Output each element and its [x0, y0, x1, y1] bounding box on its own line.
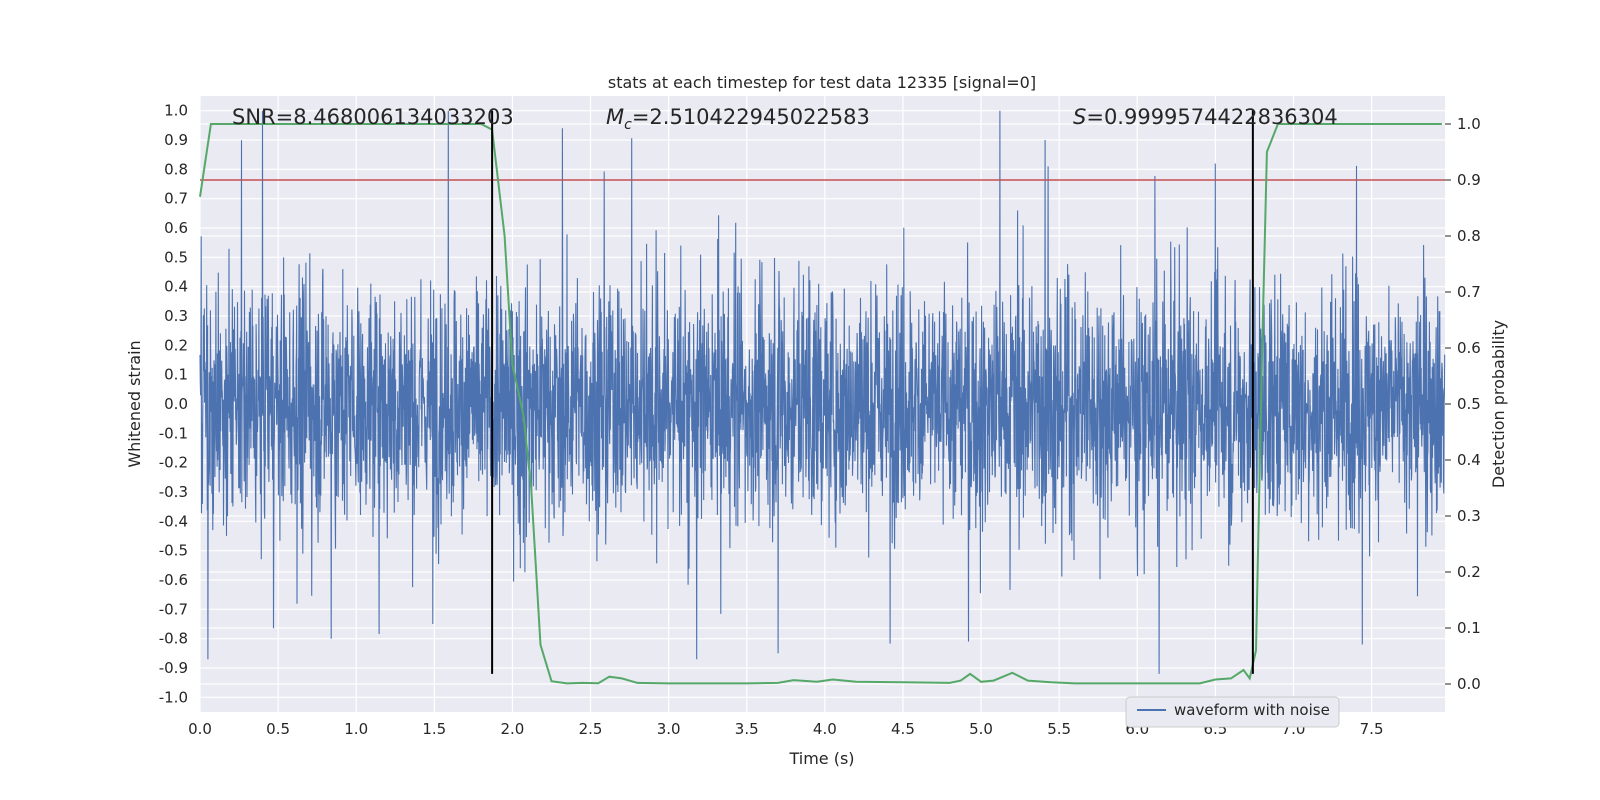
y-tick-label-left: -1.0: [159, 688, 188, 706]
score-value: =0.9999574422836304: [1086, 105, 1337, 129]
legend-box: [1125, 696, 1340, 728]
y-tick-label-left: 0.2: [164, 336, 188, 354]
y-tick-label-left: 0.4: [164, 278, 188, 296]
y-tick-label-left: -0.2: [159, 454, 188, 472]
chirp-mass-symbol: M: [606, 105, 624, 129]
y-tick-label-left: 0.5: [164, 248, 188, 266]
x-tick-label: 3.0: [657, 720, 681, 738]
waveform-with-noise-line: [199, 110, 1446, 674]
chart-title: stats at each timestep for test data 123…: [608, 73, 1036, 92]
x-tick-label: 7.5: [1360, 720, 1384, 738]
x-tick-label: 2.0: [500, 720, 524, 738]
x-tick-label: 0.5: [266, 720, 290, 738]
y-tick-label-right: 0.4: [1457, 451, 1481, 469]
y-tick-label-left: -0.7: [159, 600, 188, 618]
y-tick-label-left: -0.4: [159, 512, 188, 530]
y-tick-label-right: 0.9: [1457, 171, 1481, 189]
x-tick-label: 5.5: [1047, 720, 1071, 738]
y-tick-label-left: -0.6: [159, 571, 188, 589]
x-tick-label: 4.5: [891, 720, 915, 738]
y-tick-label-right: 0.3: [1457, 507, 1481, 525]
y-tick-label-right: 0.0: [1457, 675, 1481, 693]
x-tick-label: 1.0: [344, 720, 368, 738]
x-tick-label: 1.5: [422, 720, 446, 738]
y-tick-label-left: -0.3: [159, 483, 188, 501]
x-axis-label: Time (s): [788, 749, 854, 768]
y-tick-label-left: 0.1: [164, 366, 188, 384]
y-tick-label-left: 1.0: [164, 102, 188, 120]
y-tick-label-right: 0.1: [1457, 619, 1481, 637]
x-tick-label: 0.0: [188, 720, 212, 738]
y-tick-label-left: 0.7: [164, 190, 188, 208]
y-tick-label-left: 0.8: [164, 160, 188, 178]
y-axis-label-left: Whitened strain: [125, 340, 144, 467]
waveform-series: [199, 110, 1446, 674]
legend-label-waveform: waveform with noise: [1174, 701, 1330, 719]
y-tick-label-right: 0.8: [1457, 227, 1481, 245]
snr-annotation: SNR=8.468006134033203: [232, 105, 514, 129]
chirp-mass-annotation: Mc=2.510422945022583: [606, 105, 870, 133]
overlay-lines: [199, 110, 1445, 685]
x-tick-label: 2.5: [579, 720, 603, 738]
legend: waveform with noise: [1125, 696, 1340, 728]
y-tick-label-left: -0.1: [159, 424, 188, 442]
y-tick-label-left: 0.3: [164, 307, 188, 325]
y-tick-label-left: -0.8: [159, 630, 188, 648]
y-tick-label-right: 0.7: [1457, 283, 1481, 301]
x-tick-label: 3.5: [735, 720, 759, 738]
score-symbol: S: [1073, 105, 1086, 129]
axis-ticks: 0.0 0.5 1.0 1.5 2.0 2.5 3.0 3.5 4.0 4.5 5.0 5.5 6.0 6…: [159, 102, 1481, 738]
y-tick-label-left: 0.6: [164, 219, 188, 237]
x-tick-label: 5.0: [969, 720, 993, 738]
x-tick-label: 4.0: [813, 720, 837, 738]
y-axis-label-right: Detection probability: [1489, 320, 1508, 488]
y-tick-label-right: 0.6: [1457, 339, 1481, 357]
y-tick-label-left: 0.0: [164, 395, 188, 413]
y-tick-label-left: -0.9: [159, 659, 188, 677]
y-tick-label-left: -0.5: [159, 542, 188, 560]
chirp-mass-value: =2.510422945022583: [632, 105, 870, 129]
y-tick-label-right: 1.0: [1457, 115, 1481, 133]
y-tick-label-right: 0.5: [1457, 395, 1481, 413]
score-annotation: S=0.9999574422836304: [1073, 105, 1338, 129]
detection-probability-line: [199, 123, 1442, 685]
chirp-mass-subscript: c: [624, 117, 632, 133]
y-tick-label-left: 0.9: [164, 131, 188, 149]
y-tick-label-right: 0.2: [1457, 563, 1481, 581]
